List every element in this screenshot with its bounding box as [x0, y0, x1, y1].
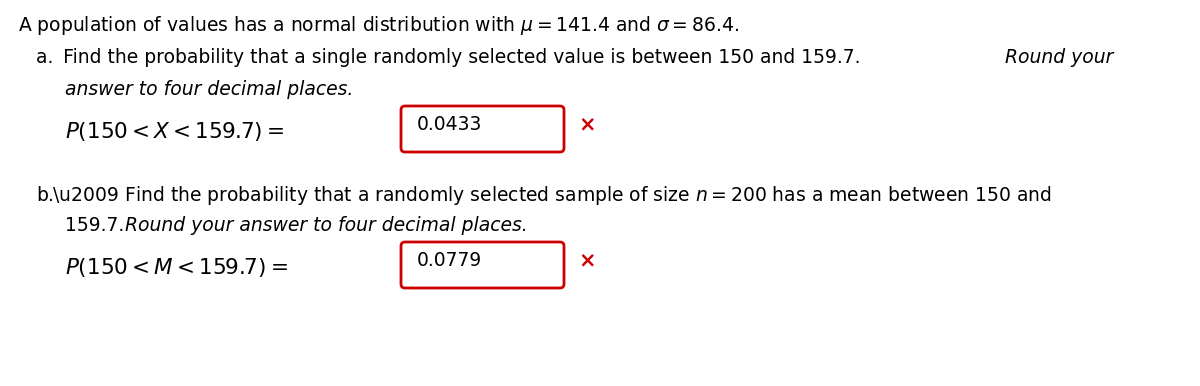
- Text: 0.0433: 0.0433: [418, 115, 482, 134]
- Text: Round your: Round your: [1006, 48, 1114, 67]
- Text: answer to four decimal places.: answer to four decimal places.: [65, 80, 353, 99]
- Text: $P(150 < M < 159.7) =$: $P(150 < M < 159.7) =$: [65, 256, 288, 279]
- Text: ×: ×: [578, 114, 595, 134]
- FancyBboxPatch shape: [401, 106, 564, 152]
- Text: 159.7.: 159.7.: [65, 216, 128, 235]
- Text: b.\u2009 Find the probability that a randomly selected sample of size $n = 200$ : b.\u2009 Find the probability that a ran…: [36, 184, 1052, 207]
- FancyBboxPatch shape: [401, 242, 564, 288]
- Text: A population of values has a normal distribution with $\mu = 141.4$ and $\sigma : A population of values has a normal dist…: [18, 14, 739, 37]
- Text: ×: ×: [578, 250, 595, 270]
- Text: $P(150 < X < 159.7) =$: $P(150 < X < 159.7) =$: [65, 120, 284, 143]
- Text: a.  Find the probability that a single randomly selected value is between 150 an: a. Find the probability that a single ra…: [36, 48, 864, 67]
- Text: Round your answer to four decimal places.: Round your answer to four decimal places…: [125, 216, 528, 235]
- Text: 0.0779: 0.0779: [418, 251, 482, 270]
